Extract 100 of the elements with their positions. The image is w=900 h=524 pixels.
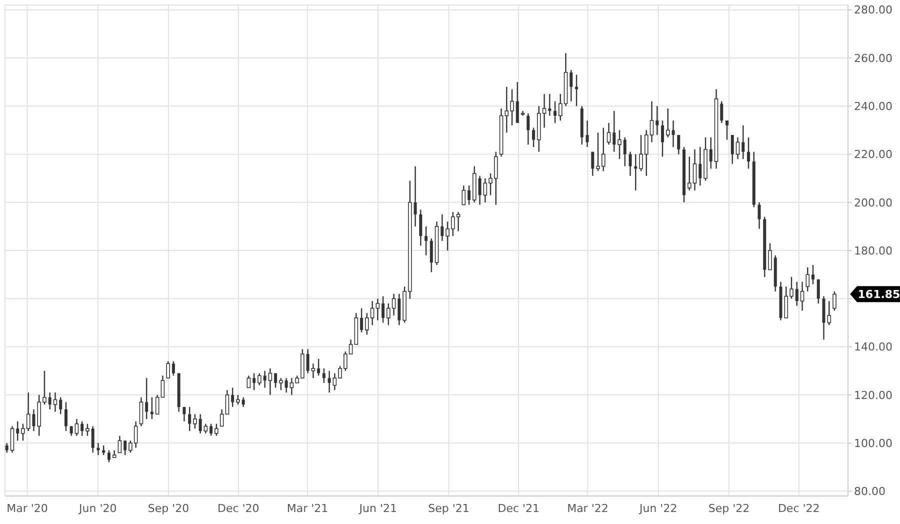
- x-tick-label: Jun '21: [358, 502, 397, 515]
- x-tick-label: Dec '21: [498, 502, 540, 515]
- candlestick: [322, 368, 326, 384]
- x-tick-label: Mar '22: [567, 502, 608, 515]
- candlestick: [736, 136, 740, 160]
- candlestick: [532, 127, 536, 148]
- candlestick: [86, 423, 90, 436]
- candlestick: [554, 100, 557, 124]
- candlestick: [32, 408, 36, 432]
- candlestick: [419, 208, 422, 246]
- candlestick: [53, 392, 58, 412]
- candlestick: [246, 375, 251, 388]
- candlestick: [242, 396, 245, 408]
- x-tick-label: Dec '22: [778, 502, 820, 515]
- candlestick: [827, 300, 832, 326]
- candlestick: [440, 214, 444, 242]
- candlestick: [414, 166, 417, 228]
- y-tick-label: 200.00: [854, 196, 892, 210]
- candlestick: [462, 184, 466, 206]
- candlestick: [747, 136, 750, 170]
- candlestick: [204, 423, 208, 434]
- candlestick: [618, 130, 622, 160]
- candlestick: [758, 202, 761, 230]
- candlestick: [628, 151, 632, 176]
- candlestick: [225, 390, 230, 415]
- candlestick: [800, 281, 804, 312]
- y-tick-label: 180.00: [854, 244, 892, 258]
- candlestick: [64, 402, 68, 432]
- candlestick: [806, 266, 810, 292]
- candlestick: [328, 370, 331, 394]
- candlestick: [661, 120, 664, 158]
- candlestick: [172, 360, 175, 376]
- candlestick: [360, 308, 364, 333]
- candlestick: [677, 134, 680, 155]
- candlestick: [231, 387, 234, 408]
- candlestick: [80, 420, 84, 436]
- candlestick: [193, 414, 197, 430]
- annotation: 161.85: [858, 288, 900, 302]
- candlestick: [768, 242, 772, 270]
- candlestick: [816, 278, 820, 304]
- candlestick: [160, 375, 165, 398]
- y-tick-label: 80.00: [854, 485, 886, 498]
- candlestick: [548, 93, 552, 116]
- candlestick: [214, 423, 218, 436]
- candlestick: [672, 120, 675, 148]
- candlestick: [526, 112, 530, 146]
- candlestick: [516, 81, 519, 124]
- candlestick: [726, 120, 729, 140]
- candlestick: [709, 136, 712, 170]
- candlestick: [252, 372, 256, 391]
- candlestick: [306, 348, 310, 374]
- candlestick: [118, 435, 122, 454]
- candlestick: [398, 293, 401, 326]
- candlestick: [145, 377, 148, 420]
- y-tick-label: 240.00: [854, 100, 892, 113]
- candlestick: [70, 426, 73, 436]
- candlestick: [166, 360, 170, 379]
- candlestick: [832, 290, 836, 312]
- candlestick: [382, 296, 385, 324]
- candlestick: [236, 394, 240, 406]
- x-tick-label: Mar '21: [286, 502, 328, 515]
- candlestick: [5, 442, 8, 454]
- candlestick: [376, 298, 380, 321]
- candlestick: [182, 406, 186, 422]
- candlestick: [107, 450, 110, 463]
- candlestick: [623, 136, 626, 167]
- candlestick: [478, 175, 482, 206]
- y-tick-label: 100.00: [854, 436, 892, 450]
- candlestick: [698, 146, 702, 186]
- candlestick: [284, 377, 288, 394]
- candlestick: [591, 151, 594, 176]
- candlestick: [258, 372, 262, 386]
- candlestick: [198, 414, 202, 434]
- y-tick-label: 140.00: [854, 340, 892, 354]
- candlestick: [656, 105, 659, 136]
- x-tick-label: Sep '21: [428, 502, 470, 515]
- candlestick: [96, 442, 100, 456]
- y-tick-label: 220.00: [854, 148, 892, 162]
- candlestick: [268, 368, 272, 396]
- candlestick: [59, 396, 62, 415]
- x-tick-label: Mar '20: [6, 502, 48, 515]
- candlestick: [468, 184, 471, 206]
- candlestick: [317, 358, 320, 376]
- y-tick-label: 120.00: [854, 388, 892, 402]
- candlestick: [279, 377, 283, 391]
- candlestick: [730, 134, 734, 164]
- candlestick: [139, 396, 144, 427]
- candlestick: [586, 120, 589, 148]
- candlestick: [311, 363, 316, 379]
- candlestick: [74, 418, 79, 436]
- candlestick: [155, 394, 160, 415]
- x-tick-label: Sep '22: [708, 502, 750, 515]
- candlestick: [274, 372, 278, 388]
- candlestick: [188, 406, 192, 432]
- x-tick-label: Sep '20: [148, 502, 190, 515]
- candlestick: [430, 238, 433, 273]
- candlestick: [606, 122, 611, 146]
- y-tick-label: 280.00: [854, 4, 892, 17]
- candlestick: [666, 108, 670, 138]
- candlestick: [210, 423, 213, 436]
